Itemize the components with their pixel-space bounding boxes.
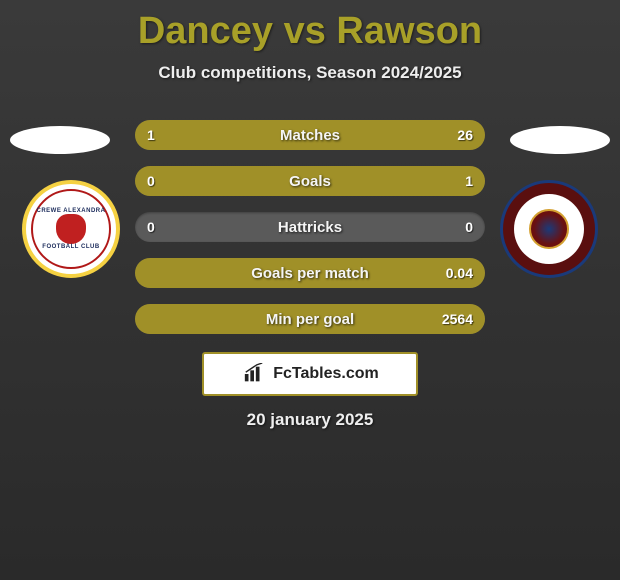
- stat-label: Hattricks: [135, 219, 485, 236]
- stat-label: Goals per match: [135, 265, 485, 282]
- crest-icon: [529, 209, 569, 249]
- stat-row-matches: 1 Matches 26: [135, 120, 485, 150]
- stat-value-right: 1: [465, 173, 473, 189]
- stat-row-hattricks: 0 Hattricks 0: [135, 212, 485, 242]
- stat-value-right: 0.04: [446, 265, 473, 281]
- stat-label: Min per goal: [135, 311, 485, 328]
- right-name-oval: [510, 126, 610, 154]
- stat-label: Goals: [135, 173, 485, 190]
- left-team-badge: CREWE ALEXANDRA FOOTBALL CLUB: [22, 180, 120, 278]
- lion-icon: [56, 214, 86, 244]
- stat-row-mpg: Min per goal 2564: [135, 304, 485, 334]
- stats-container: 1 Matches 26 0 Goals 1 0 Hattricks 0 Goa…: [135, 120, 485, 350]
- stat-row-goals: 0 Goals 1: [135, 166, 485, 196]
- stat-value-right: 2564: [442, 311, 473, 327]
- right-team-badge: [500, 180, 598, 278]
- brand-text: FcTables.com: [273, 365, 379, 383]
- stat-label: Matches: [135, 127, 485, 144]
- stat-value-right: 0: [465, 219, 473, 235]
- left-name-oval: [10, 126, 110, 154]
- subtitle: Club competitions, Season 2024/2025: [0, 63, 620, 83]
- chart-icon: [241, 363, 267, 385]
- brand-box[interactable]: FcTables.com: [202, 352, 418, 396]
- left-badge-text-bottom: FOOTBALL CLUB: [42, 244, 99, 250]
- stat-row-gpm: Goals per match 0.04: [135, 258, 485, 288]
- page-title: Dancey vs Rawson: [0, 0, 620, 53]
- stat-value-right: 26: [457, 127, 473, 143]
- date-text: 20 january 2025: [0, 410, 620, 430]
